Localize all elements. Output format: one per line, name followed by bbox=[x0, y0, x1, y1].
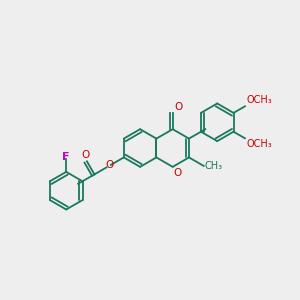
Text: O: O bbox=[174, 168, 182, 178]
Text: OCH₃: OCH₃ bbox=[247, 139, 272, 149]
Text: F: F bbox=[62, 152, 70, 162]
Text: OCH₃: OCH₃ bbox=[247, 95, 272, 105]
Text: O: O bbox=[82, 150, 90, 160]
Text: O: O bbox=[175, 102, 183, 112]
Text: CH₃: CH₃ bbox=[205, 161, 223, 171]
Text: O: O bbox=[106, 160, 114, 170]
